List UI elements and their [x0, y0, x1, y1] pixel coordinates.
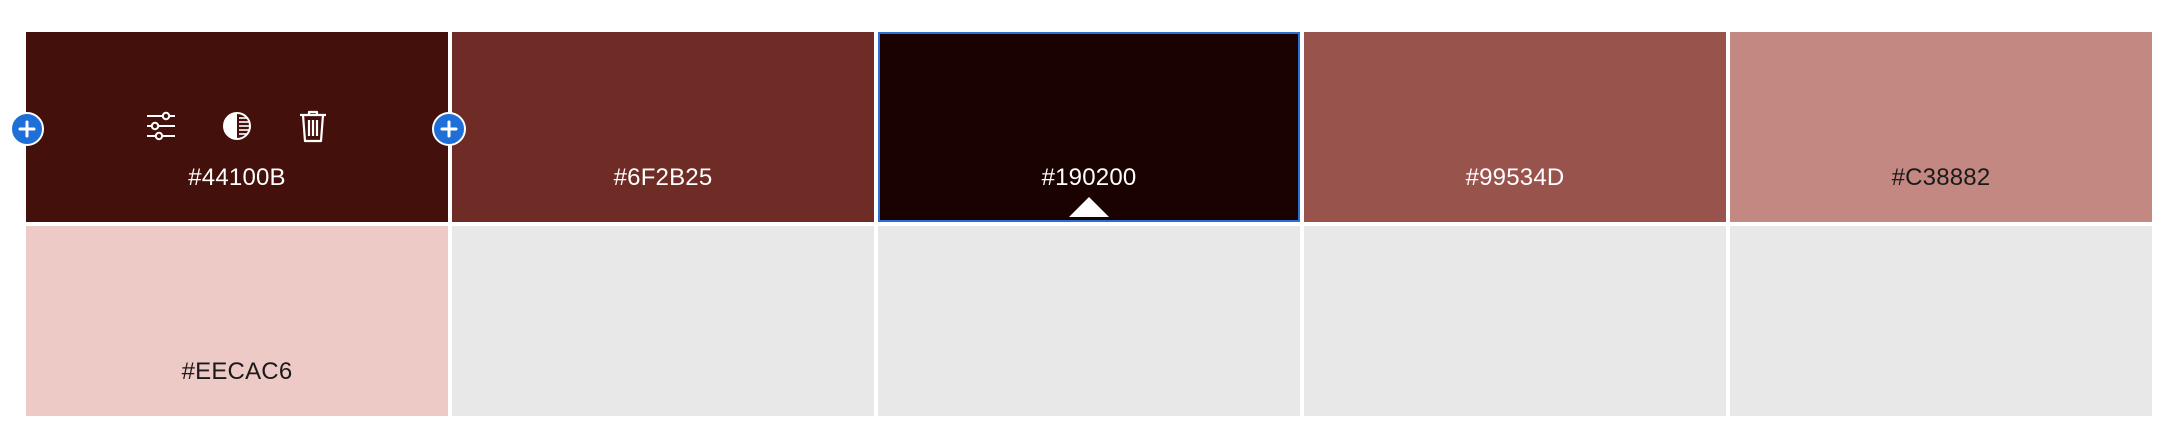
empty-swatch-slot: [1304, 226, 1726, 416]
swatch-6[interactable]: #EECAC6: [26, 226, 448, 416]
delete-color-button[interactable]: [296, 108, 330, 144]
swatch-3-selected[interactable]: #190200: [878, 32, 1300, 222]
plus-icon: [440, 120, 458, 138]
selected-caret-icon: [1069, 197, 1109, 217]
color-palette-grid: #44100B #6F2B25 #190200 #99534D #C38882 …: [26, 32, 2152, 416]
hex-code-label: #99534D: [1465, 164, 1565, 191]
empty-swatch-slot: [1730, 226, 2152, 416]
hex-code-label: #190200: [1041, 164, 1137, 191]
shades-button[interactable]: [220, 108, 254, 144]
add-color-after-button[interactable]: [432, 112, 466, 146]
contrast-icon: [223, 112, 251, 140]
add-color-before-button[interactable]: [10, 112, 44, 146]
swatch-2[interactable]: #6F2B25: [452, 32, 874, 222]
hex-code-label: #EECAC6: [181, 358, 293, 385]
hex-code-label: #6F2B25: [613, 164, 713, 191]
plus-icon: [18, 120, 36, 138]
hex-code-label: #C38882: [1891, 164, 1991, 191]
swatch-1[interactable]: #44100B: [26, 32, 448, 222]
empty-swatch-slot: [452, 226, 874, 416]
trash-icon: [300, 110, 326, 143]
swatch-5[interactable]: #C38882: [1730, 32, 2152, 222]
hex-code-label: #44100B: [188, 164, 286, 191]
swatch-tools: [26, 108, 448, 144]
swatch-4[interactable]: #99534D: [1304, 32, 1726, 222]
adjust-color-button[interactable]: [144, 108, 178, 144]
sliders-icon: [147, 111, 175, 141]
empty-swatch-slot: [878, 226, 1300, 416]
